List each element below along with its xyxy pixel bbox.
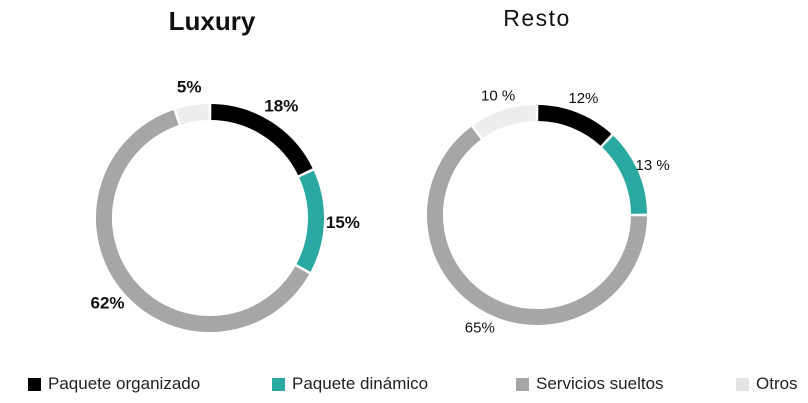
data-label-luxury-paquete-organizado: 18% xyxy=(264,97,298,116)
legend-item-paquete-dinamico: Paquete dinámico xyxy=(272,374,428,394)
legend-item-paquete-organizado: Paquete organizado xyxy=(28,374,200,394)
legend-item-otros: Otros xyxy=(736,374,798,394)
donut-slice-luxury-otros xyxy=(176,104,210,125)
donut-slice-resto-servicios-sueltos xyxy=(427,126,647,325)
data-label-luxury-servicios-sueltos: 62% xyxy=(90,294,124,313)
legend-label: Otros xyxy=(756,374,798,393)
data-label-resto-otros: 10 % xyxy=(481,87,515,104)
donut-slice-luxury-servicios-sueltos xyxy=(96,110,310,332)
donut-charts-svg: Luxury Resto 18% 15% 62% 5% 12% 13 % 65% 10 % xyxy=(90,5,670,337)
legend-swatch-paquete-dinamico xyxy=(272,377,285,391)
legend: Paquete organizado Paquete dinámico Serv… xyxy=(0,370,808,400)
chart-title-luxury: Luxury xyxy=(169,6,256,36)
legend-item-servicios-sueltos: Servicios sueltos xyxy=(516,374,664,394)
donut-slice-resto-otros xyxy=(473,105,537,139)
data-label-luxury-otros: 5% xyxy=(177,78,202,97)
legend-swatch-servicios-sueltos xyxy=(516,377,529,391)
donut-slice-resto-paquete-organizado xyxy=(537,105,612,146)
donut-slice-resto-paquete-dinamico xyxy=(602,135,647,215)
legend-swatch-paquete-organizado xyxy=(28,377,41,391)
data-label-resto-paquete-organizado: 12% xyxy=(568,90,598,107)
data-label-resto-paquete-dinamico: 13 % xyxy=(635,157,669,174)
donut-resto xyxy=(427,105,647,325)
chart-title-resto: Resto xyxy=(503,5,571,31)
legend-label: Paquete dinámico xyxy=(292,374,429,393)
data-label-resto-servicios-sueltos: 65% xyxy=(465,320,495,337)
legend-label: Paquete organizado xyxy=(48,374,201,393)
donut-slice-luxury-paquete-dinamico xyxy=(296,170,324,272)
data-labels-resto: 12% 13 % 65% 10 % xyxy=(465,87,670,336)
data-labels-luxury: 18% 15% 62% 5% xyxy=(90,78,359,313)
donut-slice-luxury-paquete-organizado xyxy=(210,104,313,176)
legend-label: Servicios sueltos xyxy=(536,374,664,393)
legend-swatch-otros xyxy=(736,377,749,391)
data-label-luxury-paquete-dinamico: 15% xyxy=(326,213,360,232)
donut-luxury xyxy=(96,104,324,332)
